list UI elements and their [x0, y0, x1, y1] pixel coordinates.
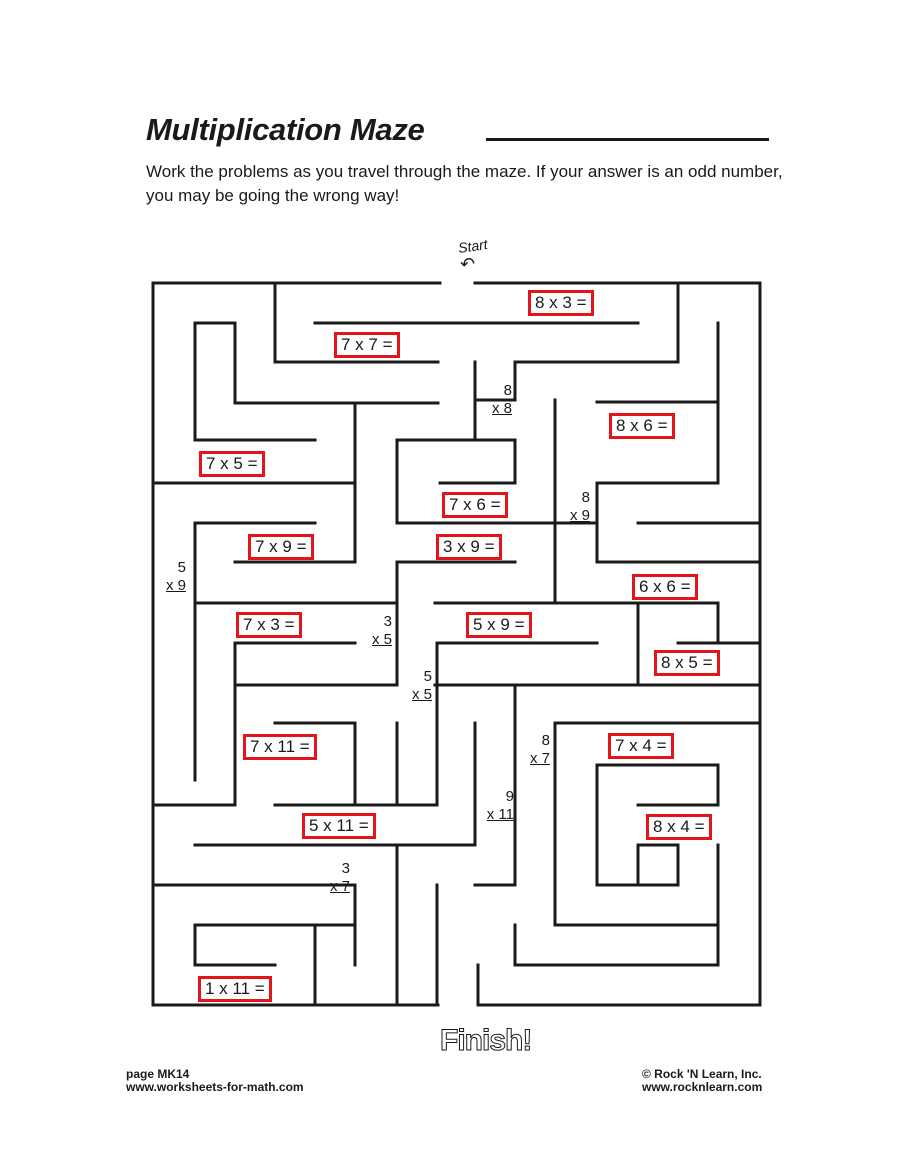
problem-box: 7 x 9 = [248, 534, 314, 560]
finish-label: Finish! [439, 1024, 532, 1058]
left-url-link[interactable]: www.worksheets-for-math.com [126, 1080, 304, 1094]
maze-wall [595, 763, 720, 807]
problem-box: 6 x 6 = [632, 574, 698, 600]
maze-wall [233, 481, 357, 564]
problem-box: 8 x 4 = [646, 814, 712, 840]
vertical-problem-bottom: x 11 [486, 806, 514, 823]
maze-wall [473, 281, 762, 1007]
vertical-problem: 9 x 11 [476, 788, 514, 824]
vertical-problem: 3 x 5 [362, 613, 392, 649]
maze-wall [273, 281, 440, 364]
maze-wall [193, 560, 399, 605]
vertical-problem-bottom: x 7 [529, 750, 550, 767]
problem-box: 7 x 11 = [243, 734, 317, 760]
maze-wall [553, 721, 720, 927]
vertical-problem-top: 3 [341, 860, 350, 877]
vertical-problem-top: 9 [505, 788, 514, 805]
right-url-link[interactable]: www.rocknlearn.com [642, 1080, 763, 1094]
page-number: page MK14 [126, 1067, 190, 1081]
vertical-problem-bottom: x 8 [491, 400, 512, 417]
vertical-problem-bottom: x 7 [329, 878, 350, 895]
footer-left: page MK14 www.worksheets-for-math.com [126, 1068, 304, 1094]
vertical-problem-top: 8 [503, 382, 512, 399]
maze-wall [193, 721, 477, 847]
vertical-problem: 5 x 9 [156, 559, 186, 595]
problem-box: 5 x 9 = [466, 612, 532, 638]
problem-box: 7 x 4 = [608, 733, 674, 759]
footer-right: © Rock 'N Learn, Inc. www.rocknlearn.com [642, 1068, 762, 1094]
maze-wall [513, 923, 720, 967]
maze-wall [438, 438, 517, 485]
vertical-problem: 8 x 8 [482, 382, 512, 418]
vertical-problem: 3 x 7 [320, 860, 350, 896]
vertical-problem: 8 x 9 [560, 489, 590, 525]
maze-wall [595, 400, 762, 564]
vertical-problem-top: 5 [177, 559, 186, 576]
maze-wall [151, 281, 442, 1007]
maze-wall [151, 641, 237, 807]
page-title: Multiplication Maze [146, 112, 425, 147]
maze-wall [595, 763, 680, 887]
problem-box: 1 x 11 = [198, 976, 272, 1002]
problem-box: 8 x 6 = [609, 413, 675, 439]
vertical-problem-top: 3 [383, 613, 392, 630]
maze-wall [193, 923, 277, 967]
vertical-problem-top: 8 [541, 732, 550, 749]
vertical-problem: 8 x 7 [520, 732, 550, 768]
problem-box: 8 x 3 = [528, 290, 594, 316]
problem-box: 7 x 7 = [334, 332, 400, 358]
maze-wall [273, 721, 357, 807]
vertical-problem-bottom: x 5 [371, 631, 392, 648]
copyright: © Rock 'N Learn, Inc. [642, 1067, 762, 1081]
maze-wall [193, 321, 440, 405]
vertical-problem-bottom: x 9 [165, 577, 186, 594]
instructions: Work the problems as you travel through … [146, 162, 783, 205]
maze-wall [473, 683, 517, 887]
vertical-problem-top: 5 [423, 668, 432, 685]
vertical-problem: 5 x 5 [402, 668, 432, 704]
problem-box: 7 x 3 = [236, 612, 302, 638]
problem-box: 7 x 5 = [199, 451, 265, 477]
problem-box: 5 x 11 = [302, 813, 376, 839]
vertical-problem-top: 8 [581, 489, 590, 506]
start-arrow-icon: ↶ [460, 254, 476, 274]
maze-wall [151, 883, 357, 967]
vertical-problem-bottom: x 9 [569, 507, 590, 524]
maze-wall [395, 360, 599, 525]
name-line [486, 138, 769, 141]
maze-wall [193, 321, 317, 442]
vertical-problem-bottom: x 5 [411, 686, 432, 703]
maze-wall [233, 601, 399, 687]
problem-box: 3 x 9 = [436, 534, 502, 560]
problem-box: 8 x 5 = [654, 650, 720, 676]
problem-box: 7 x 6 = [442, 492, 508, 518]
